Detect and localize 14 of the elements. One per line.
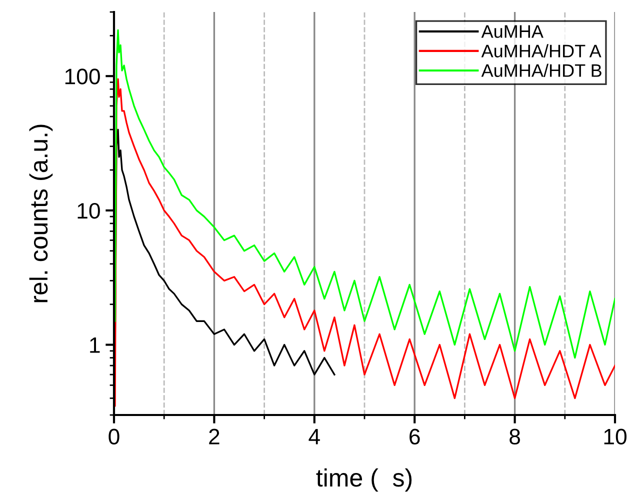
x-tick-label: 10: [604, 428, 626, 445]
y-axis-title: rel. counts (a.u.): [29, 124, 53, 302]
x-tick-label: 8: [510, 428, 520, 445]
x-tick-label: 2: [209, 428, 220, 444]
legend-label: AuMHA/HDT A: [481, 44, 602, 58]
y-tick-label: 10: [78, 202, 100, 219]
legend-label: AuMHA/HDT B: [481, 64, 602, 77]
y-tick-label: 100: [65, 68, 100, 84]
x-tick-label: 0: [108, 428, 120, 445]
x-tick-label: 4: [308, 429, 320, 444]
y-tick-label: 1: [90, 338, 100, 353]
x-tick-label: 6: [410, 428, 420, 445]
x-axis-title: time ( s): [316, 468, 412, 492]
legend-label: AuMHA: [481, 25, 544, 38]
